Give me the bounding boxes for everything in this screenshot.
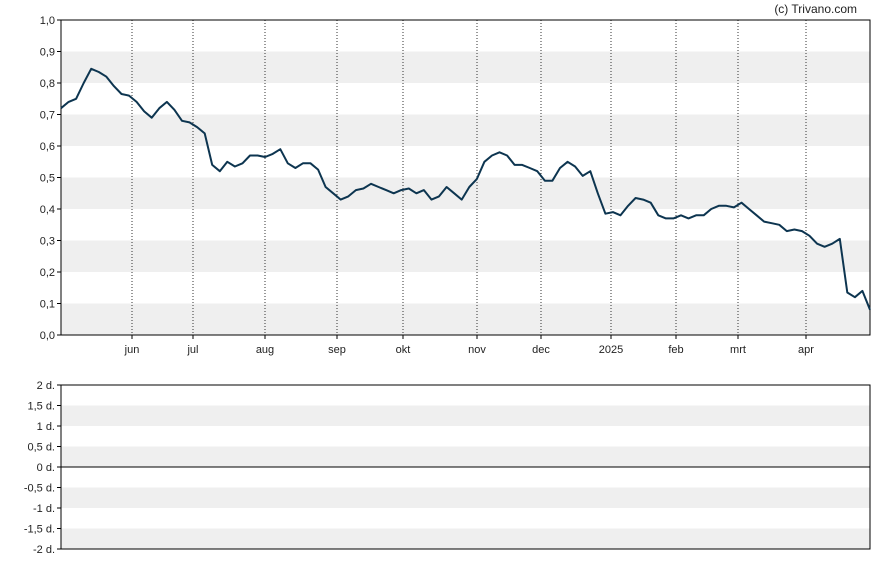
bottom-y-tick-label: 0 d. bbox=[37, 462, 55, 474]
bottom-y-tick-label: -2 d. bbox=[33, 544, 55, 556]
top-y-tick-label: 0,4 bbox=[40, 204, 55, 216]
top-y-tick-label: 0,0 bbox=[40, 330, 55, 342]
top-x-tick-label: mrt bbox=[730, 344, 746, 356]
top-y-tick-labels: 0,0 0,1 0,2 0,3 0,4 0,5 0,6 0,7 0,8 0,9 1,0 bbox=[40, 15, 61, 342]
top-y-tick-label: 0,8 bbox=[40, 78, 55, 90]
bottom-y-tick-label: 1 d. bbox=[37, 421, 55, 433]
bottom-band bbox=[61, 528, 870, 549]
top-x-tick-label: jul bbox=[186, 344, 198, 356]
bottom-band bbox=[61, 487, 870, 508]
top-x-tick-label: aug bbox=[256, 344, 274, 356]
top-y-tick-label: 0,6 bbox=[40, 141, 55, 153]
bottom-band bbox=[61, 446, 870, 467]
bottom-y-tick-label: 1,5 d. bbox=[27, 401, 55, 413]
copyright-label: (c) Trivano.com bbox=[774, 2, 857, 16]
top-x-tick-label: 2025 bbox=[599, 344, 623, 356]
price-series-line bbox=[60, 67, 871, 311]
top-x-tick-label: feb bbox=[668, 344, 683, 356]
bottom-panel-bands bbox=[61, 405, 870, 549]
top-band bbox=[61, 240, 870, 272]
top-x-tick-label: apr bbox=[798, 344, 814, 356]
top-x-tick-label: jun bbox=[124, 344, 140, 356]
top-y-tick-label: 0,1 bbox=[40, 299, 55, 311]
bottom-y-tick-label: 2 d. bbox=[37, 380, 55, 392]
top-y-tick-label: 1,0 bbox=[40, 15, 55, 27]
top-y-tick-label: 0,5 bbox=[40, 173, 55, 185]
bottom-y-tick-label: 0,5 d. bbox=[27, 442, 55, 454]
bottom-y-tick-label: -1 d. bbox=[33, 503, 55, 515]
top-x-tick-label: nov bbox=[468, 344, 486, 356]
top-x-tick-label: dec bbox=[532, 344, 550, 356]
top-x-tick-label: sep bbox=[328, 344, 346, 356]
top-y-tick-label: 0,2 bbox=[40, 267, 55, 279]
top-band bbox=[61, 303, 870, 335]
top-panel-bands bbox=[61, 51, 870, 335]
bottom-y-tick-label: -1,5 d. bbox=[24, 524, 55, 536]
top-y-tick-label: 0,3 bbox=[40, 236, 55, 248]
top-x-tick-label: okt bbox=[396, 344, 411, 356]
top-band bbox=[61, 114, 870, 146]
top-y-tick-label: 0,7 bbox=[40, 110, 55, 122]
top-band bbox=[61, 51, 870, 83]
bottom-y-tick-labels: -2 d. -1,5 d. -1 d. -0,5 d. 0 d. 0,5 d. 1 d. 1,… bbox=[24, 380, 61, 556]
top-x-tick-labels: jun jul aug sep okt nov dec 2025 feb mrt apr bbox=[124, 335, 814, 356]
top-y-tick-label: 0,9 bbox=[40, 47, 55, 59]
bottom-band bbox=[61, 405, 870, 426]
bottom-y-tick-label: -0,5 d. bbox=[24, 483, 55, 495]
